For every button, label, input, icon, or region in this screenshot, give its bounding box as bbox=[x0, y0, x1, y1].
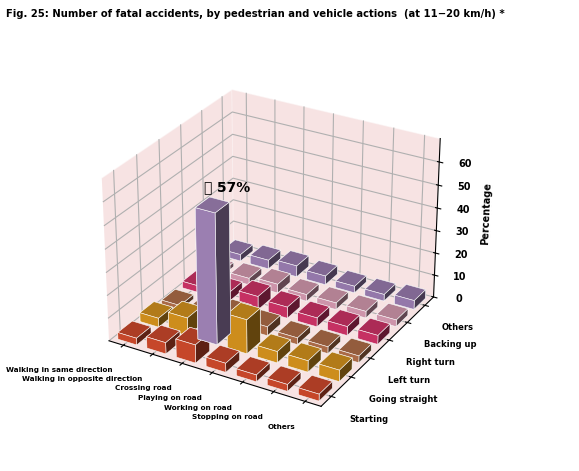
Text: Fig. 25: Number of fatal accidents, by pedestrian and vehicle actions  (at 11−20: Fig. 25: Number of fatal accidents, by p… bbox=[6, 9, 504, 19]
